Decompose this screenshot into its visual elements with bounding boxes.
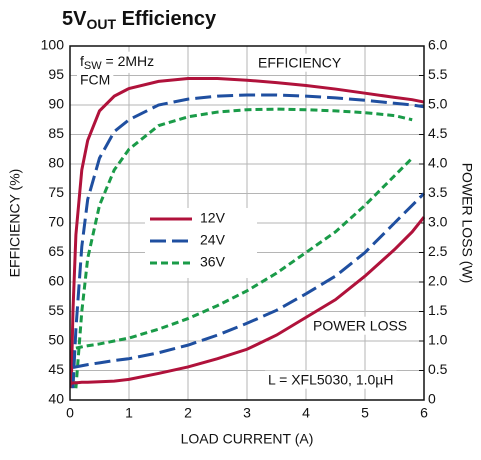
y2-tick-label: 0.5	[428, 361, 448, 377]
y-tick-label: 85	[48, 125, 64, 141]
annotation-inductor: L = XFL5030, 1.0µH	[268, 372, 393, 388]
y-axis-label: EFFICIENCY (%)	[7, 169, 23, 278]
y-tick-label: 40	[48, 391, 64, 407]
title-main: 5V	[62, 8, 87, 30]
y2-tick-label: 4.5	[428, 125, 448, 141]
annotation-fsw-part: SW	[84, 60, 102, 72]
y2-tick-label: 1.0	[428, 332, 448, 348]
annotation-fsw-box	[77, 51, 158, 73]
annotation-loss-box	[310, 316, 411, 335]
annotation-fsw-part: f	[80, 53, 84, 69]
y2-tick-label: 2.5	[428, 243, 448, 259]
x-tick-label: 3	[243, 405, 251, 421]
title-subscript: OUT	[86, 16, 116, 32]
y2-tick-label: 3.5	[428, 184, 448, 200]
chart-title: 5VOUT Efficiency	[62, 8, 217, 31]
y-tick-label: 60	[48, 273, 64, 289]
series-line	[74, 107, 413, 389]
y-tick-label: 50	[48, 332, 64, 348]
annotation-efficiency-box	[255, 53, 345, 72]
y-tick-label: 70	[48, 214, 64, 230]
y-tick-label: 80	[48, 155, 64, 171]
y2-tick-label: 4.0	[428, 155, 448, 171]
x-tick-label: 2	[184, 405, 192, 421]
y-tick-label: 75	[48, 184, 64, 200]
annotation-efficiency: EFFICIENCY	[258, 55, 342, 71]
x-tick-label: 4	[302, 405, 310, 421]
y-tick-label: 100	[41, 37, 65, 53]
plot-frame	[69, 45, 425, 401]
legend-label: 12V	[200, 210, 226, 226]
x-tick-label: 0	[66, 405, 74, 421]
y2-tick-label: 6.0	[428, 37, 448, 53]
y-tick-label: 90	[48, 96, 64, 112]
y2-tick-label: 5.0	[428, 96, 448, 112]
y2-tick-label: 2.0	[428, 273, 448, 289]
y-tick-label: 95	[48, 66, 64, 82]
annotation-inductor-box	[265, 370, 397, 389]
y-tick-label: 65	[48, 243, 64, 259]
legend-label: 24V	[200, 232, 226, 248]
series-line	[69, 76, 425, 389]
annotation-loss: POWER LOSS	[313, 318, 407, 334]
x-axis-label: LOAD CURRENT (A)	[181, 431, 314, 447]
series-line	[71, 93, 425, 389]
annotation-fsw-part: = 2MHz	[102, 53, 155, 69]
y2-tick-label: 5.5	[428, 66, 448, 82]
annotation-mode: FCM	[80, 72, 110, 88]
series-line	[70, 216, 426, 385]
x-tick-label: 5	[361, 405, 369, 421]
legend-label: 36V	[200, 254, 226, 270]
x-tick-label: 6	[420, 405, 428, 421]
series-line	[75, 157, 414, 350]
title-rest: Efficiency	[116, 8, 217, 30]
y-tick-label: 55	[48, 302, 64, 318]
series-line	[72, 192, 426, 370]
y-tick-label: 45	[48, 361, 64, 377]
y2-tick-label: 1.5	[428, 302, 448, 318]
annotation-fsw: fSW = 2MHz	[80, 53, 154, 72]
y2-tick-label: 0	[428, 391, 436, 407]
annotation-mode-box	[77, 70, 114, 89]
x-tick-label: 1	[125, 405, 133, 421]
y2-axis-label: POWER LOSS (W)	[459, 163, 475, 284]
y2-tick-label: 3.0	[428, 214, 448, 230]
